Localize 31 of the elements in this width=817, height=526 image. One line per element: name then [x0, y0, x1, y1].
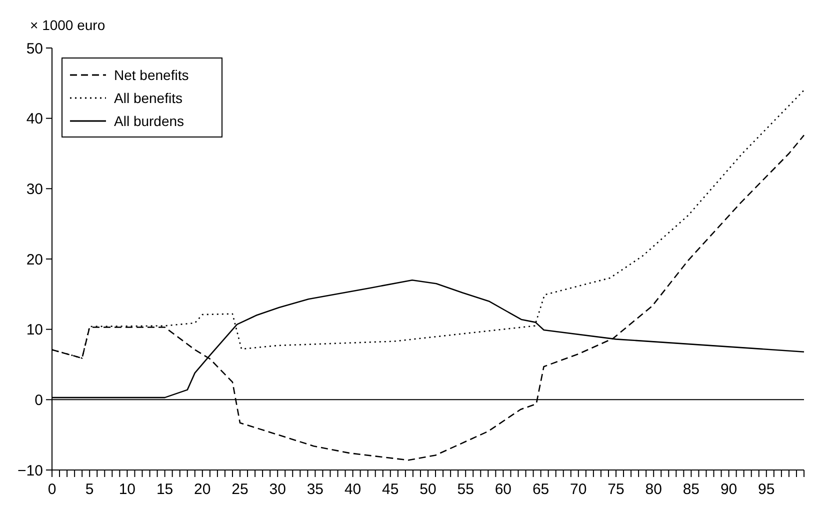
x-tick-label: 35 [306, 481, 324, 498]
legend-label: All burdens [114, 112, 184, 129]
x-tick-label: 95 [758, 481, 775, 498]
y-tick-label: 20 [26, 251, 43, 268]
x-tick-label: 75 [608, 481, 624, 498]
x-tick-label: 80 [645, 481, 662, 498]
y-tick-label: 50 [26, 40, 43, 58]
legend-label: Net benefits [114, 66, 189, 83]
y-tick-label: 30 [26, 180, 43, 198]
x-tick-label: 85 [682, 481, 700, 498]
legend-label: All benefits [114, 90, 182, 106]
x-tick-label: 15 [156, 481, 174, 498]
x-tick-label: 5 [85, 481, 94, 498]
x-tick-label: 30 [269, 481, 286, 498]
y-axis-title: × 1000 euro [30, 17, 106, 33]
y-tick-label: 0 [34, 392, 43, 409]
x-tick-label: 70 [570, 481, 587, 498]
x-tick-label: 65 [532, 481, 550, 498]
x-tick-label: 50 [420, 481, 436, 498]
x-tick-label: 40 [344, 481, 362, 498]
y-tick-label: 10 [26, 322, 43, 339]
x-tick-label: 90 [720, 481, 738, 498]
x-tick-label: 0 [48, 481, 56, 498]
x-tick-label: 60 [494, 481, 512, 498]
y-tick-label: −10 [18, 462, 43, 480]
x-tick-label: 20 [194, 481, 211, 498]
x-tick-label: 55 [457, 481, 474, 498]
x-tick-label: 10 [118, 481, 136, 498]
x-tick-label: 25 [232, 481, 248, 498]
y-tick-label: 40 [26, 110, 43, 128]
x-tick-label: 45 [382, 481, 399, 498]
